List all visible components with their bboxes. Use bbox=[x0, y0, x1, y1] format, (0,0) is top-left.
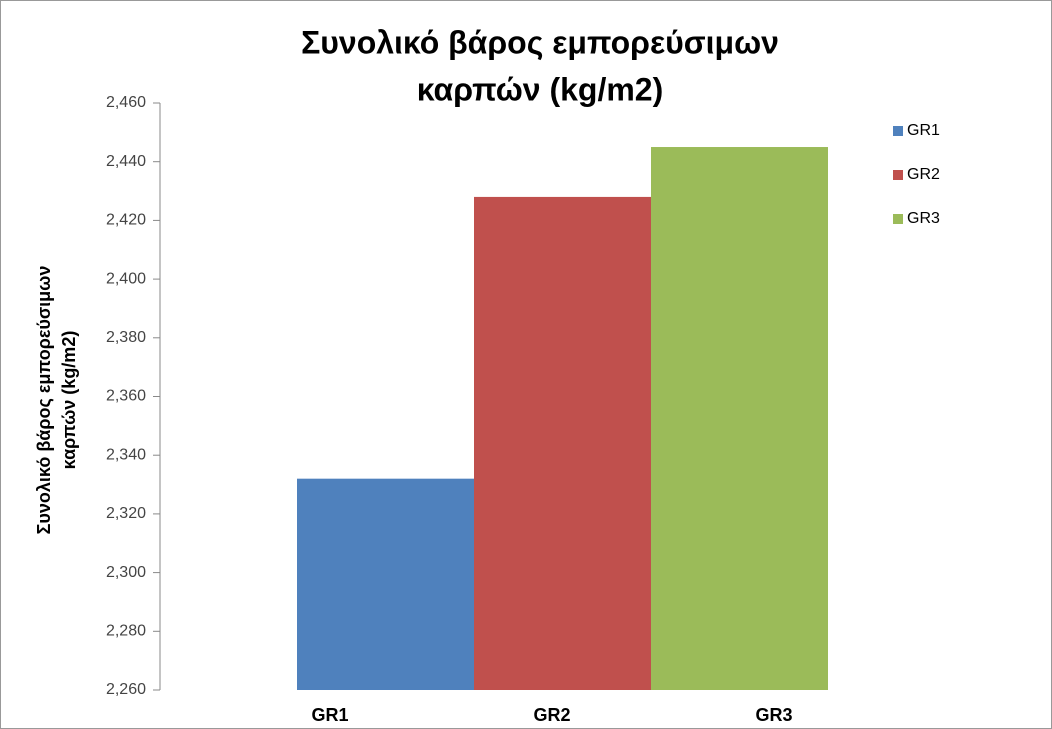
x-tick-label: GR1 bbox=[311, 705, 348, 725]
y-tick-label: 2,380 bbox=[106, 329, 146, 346]
bar bbox=[297, 478, 474, 690]
x-tick-label: GR2 bbox=[533, 705, 570, 725]
y-tick-label: 2,460 bbox=[106, 94, 146, 111]
y-tick-label: 2,340 bbox=[106, 446, 146, 463]
chart-title: καρπών (kg/m2) bbox=[417, 71, 663, 107]
y-tick-label: 2,300 bbox=[106, 564, 146, 581]
y-axis-label: καρπών (kg/m2) bbox=[59, 331, 79, 470]
legend-label: GR1 bbox=[907, 122, 940, 139]
bar bbox=[474, 196, 651, 691]
y-tick-label: 2,260 bbox=[106, 681, 146, 698]
legend-swatch bbox=[893, 126, 903, 136]
legend-label: GR2 bbox=[907, 166, 940, 183]
chart-title: Συνολικό βάρος εμπορεύσιμων bbox=[301, 24, 779, 60]
y-tick-label: 2,420 bbox=[106, 212, 146, 229]
legend-label: GR3 bbox=[907, 210, 940, 227]
y-tick-label: 2,360 bbox=[106, 388, 146, 405]
legend-swatch bbox=[893, 214, 903, 224]
y-tick-label: 2,400 bbox=[106, 270, 146, 287]
y-tick-label: 2,440 bbox=[106, 153, 146, 170]
y-tick-label: 2,280 bbox=[106, 623, 146, 640]
y-axis-label: Συνολικό βάρος εμπορεύσιμων bbox=[34, 266, 54, 535]
x-tick-label: GR3 bbox=[755, 705, 792, 725]
bar bbox=[651, 147, 828, 690]
legend-swatch bbox=[893, 170, 903, 180]
y-tick-label: 2,320 bbox=[106, 505, 146, 522]
